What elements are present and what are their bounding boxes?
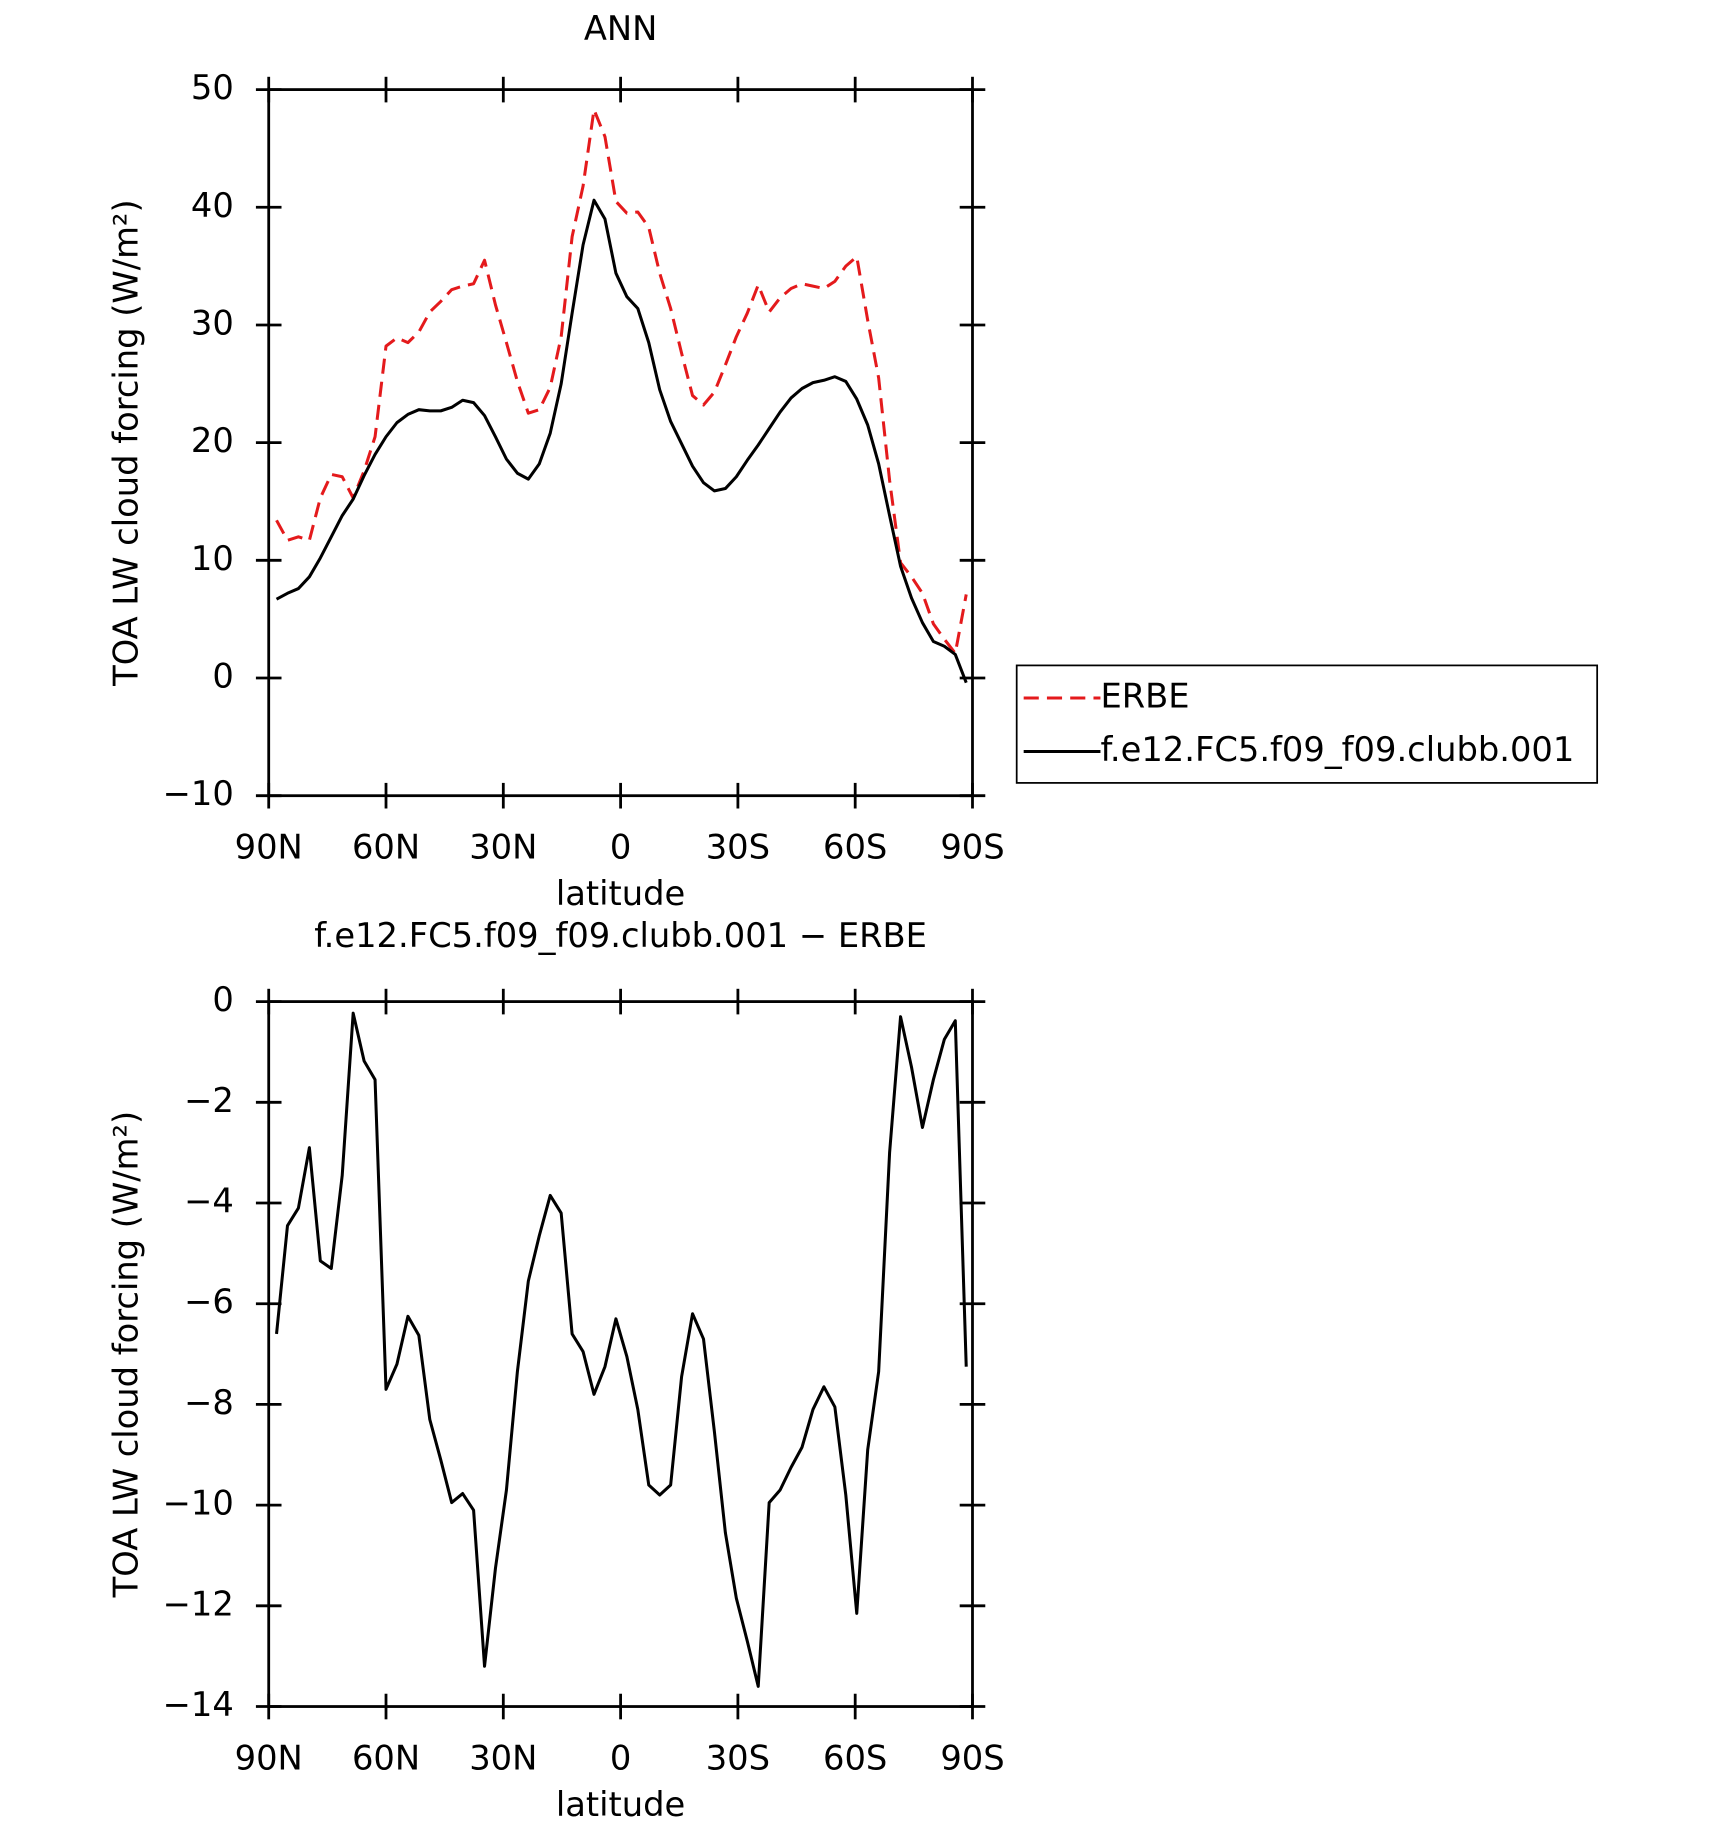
x-tick-label: 0 [610, 828, 631, 867]
plot-frame [267, 1000, 974, 1708]
y-axis-label: TOA LW cloud forcing (W/m²) [106, 1111, 145, 1599]
y-tick-label: −10 [163, 1484, 234, 1523]
x-axis-label: latitude [556, 874, 685, 913]
x-tick-label: 30N [469, 828, 537, 867]
y-tick-label: 40 [191, 186, 234, 225]
x-tick-label: 0 [610, 1739, 631, 1778]
y-tick-label: −4 [184, 1182, 234, 1221]
x-tick-label: 30S [706, 828, 770, 867]
legend-box [1015, 664, 1599, 784]
y-tick-label: −10 [163, 774, 234, 813]
x-tick-label: 30N [469, 1739, 537, 1778]
y-tick-label: −12 [163, 1584, 234, 1623]
x-tick-label: 60N [352, 1739, 420, 1778]
legend-label: f.e12.FC5.f09_f09.clubb.001 [1100, 730, 1574, 769]
data-line [275, 1011, 968, 1688]
y-tick-label: 20 [191, 421, 234, 460]
chart-title: ANN [584, 9, 658, 48]
x-axis-label: latitude [556, 1785, 685, 1824]
data-line [275, 108, 968, 655]
x-tick-label: 90S [940, 1739, 1004, 1778]
x-tick-label: 60S [823, 1739, 887, 1778]
x-tick-label: 90N [235, 1739, 303, 1778]
y-tick-label: 50 [191, 68, 234, 107]
y-tick-label: −2 [184, 1081, 234, 1120]
y-tick-label: 30 [191, 303, 234, 342]
y-tick-label: 10 [191, 539, 234, 578]
y-tick-label: −8 [184, 1383, 234, 1422]
y-tick-label: 0 [212, 980, 233, 1019]
y-tick-label: 0 [212, 657, 233, 696]
data-line [275, 198, 968, 684]
legend-label: ERBE [1100, 676, 1189, 715]
y-tick-label: −6 [184, 1282, 234, 1321]
x-tick-label: 30S [706, 1739, 770, 1778]
y-axis-label: TOA LW cloud forcing (W/m²) [106, 199, 145, 687]
y-tick-label: −14 [163, 1685, 234, 1724]
x-tick-label: 90N [235, 828, 303, 867]
chart-title: f.e12.FC5.f09_f09.clubb.001 − ERBE [314, 916, 927, 955]
x-tick-label: 90S [940, 828, 1004, 867]
x-tick-label: 60S [823, 828, 887, 867]
x-tick-label: 60N [352, 828, 420, 867]
